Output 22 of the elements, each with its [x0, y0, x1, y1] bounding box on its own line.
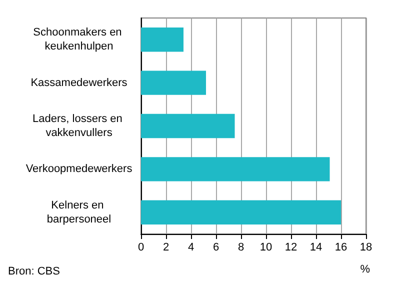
x-tick-label: 2 — [162, 242, 170, 254]
bar — [141, 157, 330, 182]
y-tick-label: Laders, lossers en vakkenvullers — [32, 113, 126, 139]
y-tick-label: Verkoopmedewerkers — [26, 163, 133, 176]
y-tick-label: Kassamedewerkers — [30, 76, 128, 89]
x-tick-label: 12 — [284, 242, 298, 254]
x-tick-label: 10 — [260, 242, 272, 254]
x-tick-label: 8 — [238, 242, 244, 254]
x-tick-label: 16 — [334, 242, 348, 254]
x-tick-label: 4 — [188, 242, 194, 254]
x-tick-label: 0 — [138, 242, 144, 254]
x-axis-title: % — [360, 264, 370, 276]
y-tick-label: Schoonmakers en keukenhulpen — [33, 26, 125, 53]
x-tick-label: 18 — [360, 242, 372, 254]
bar — [141, 70, 206, 95]
x-tick-label: 6 — [212, 242, 220, 254]
y-tick-label: Kelners en barpersoneel — [46, 199, 112, 226]
bar — [141, 114, 235, 138]
bar — [141, 200, 341, 224]
text: Bron: CBS — [8, 266, 60, 278]
x-tick-label: 14 — [310, 242, 322, 254]
bar — [141, 28, 184, 52]
